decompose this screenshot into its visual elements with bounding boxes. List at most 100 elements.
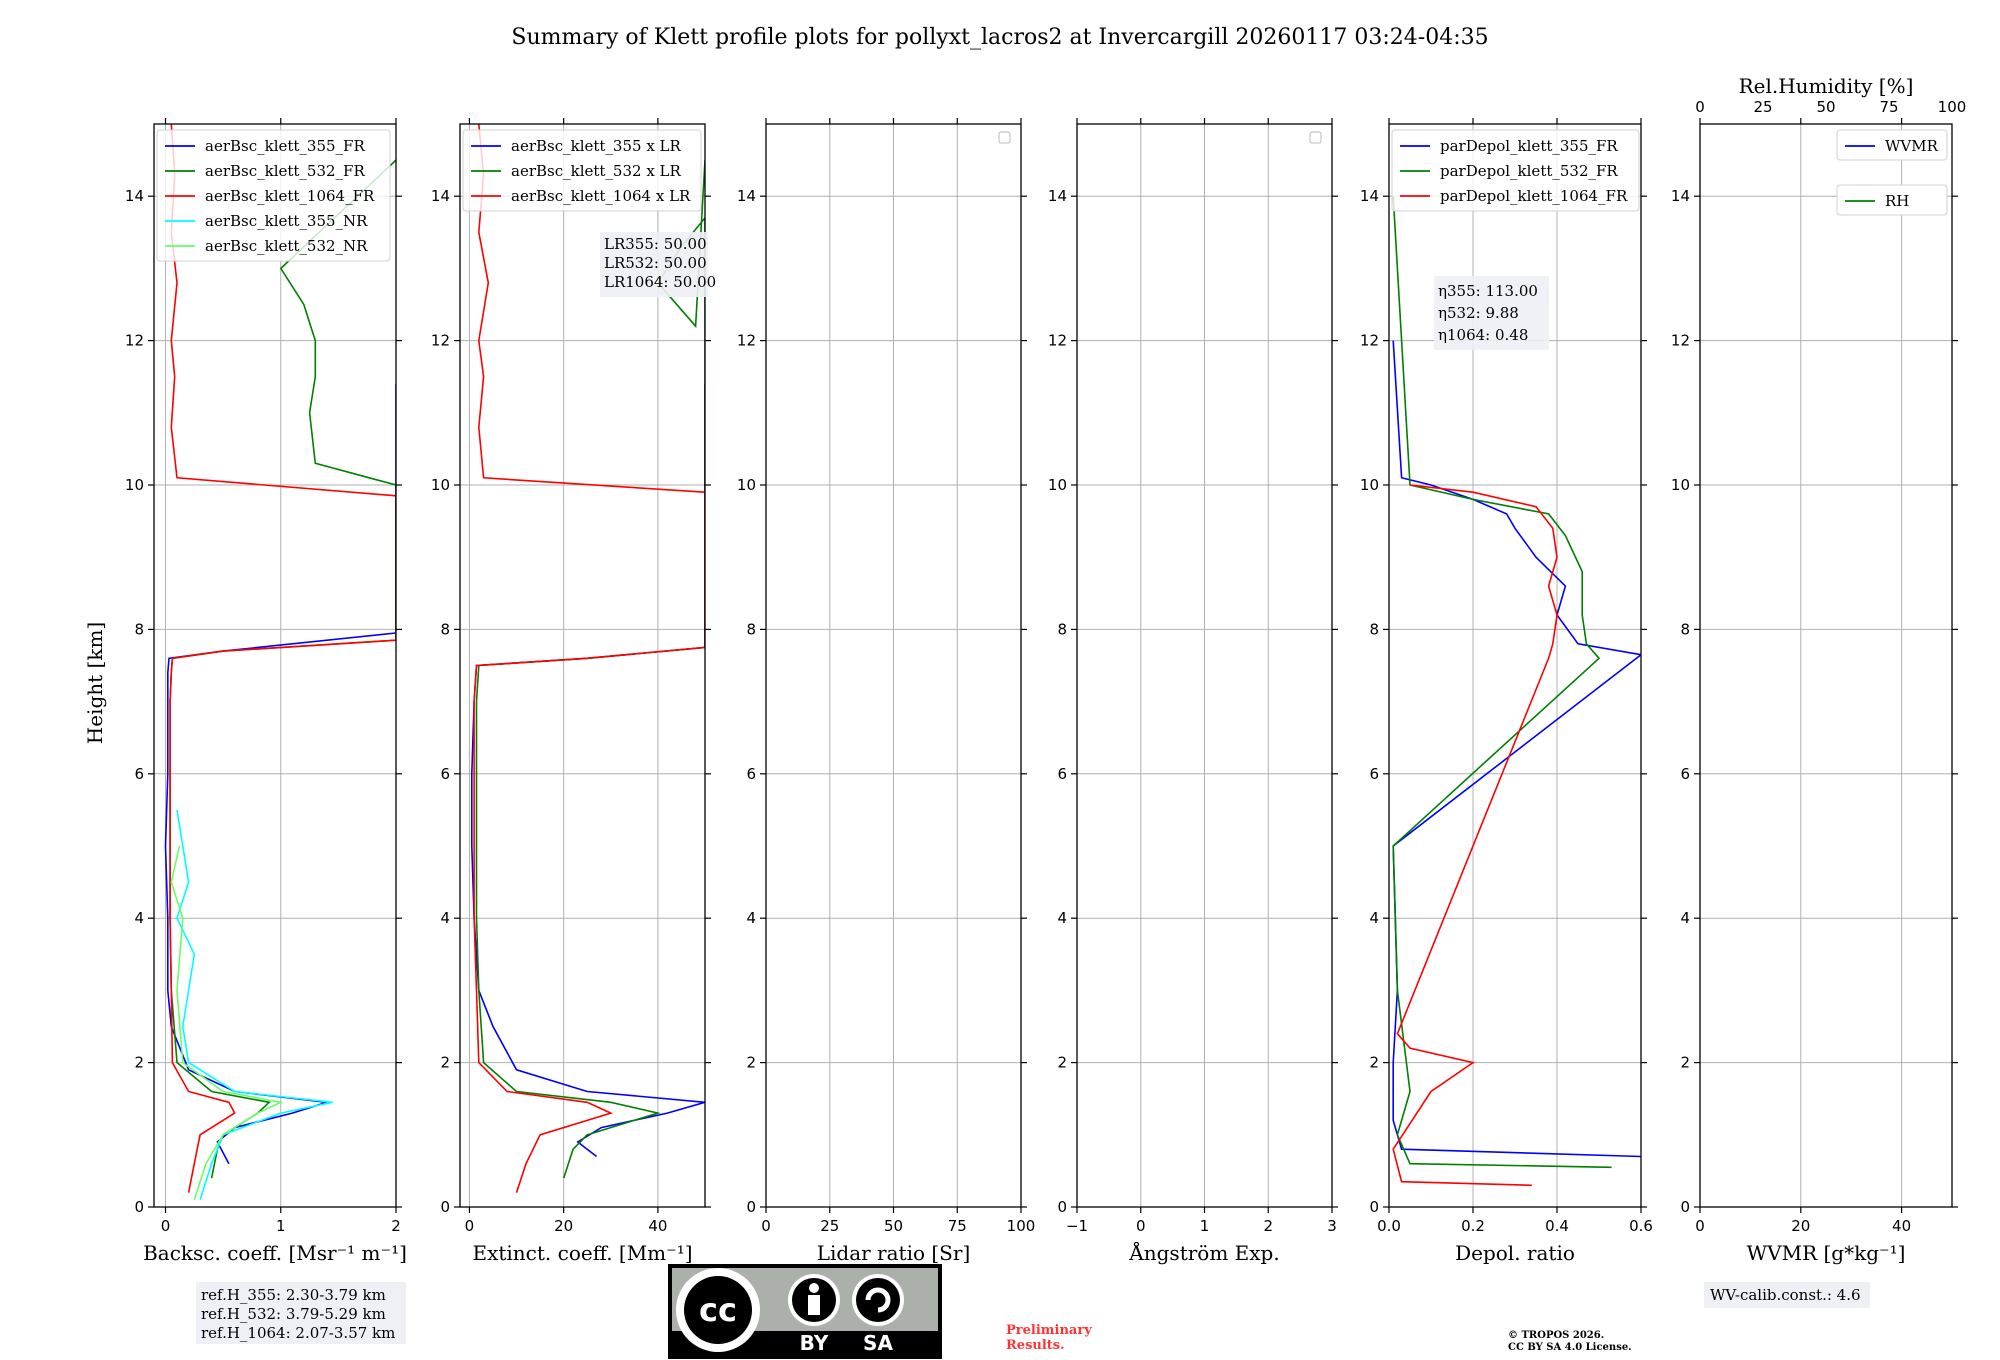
- by-person-body: [808, 1295, 820, 1315]
- ytick-label: 4: [440, 909, 450, 927]
- legend-entry: WVMR: [1885, 137, 1939, 155]
- refh-532: ref.H_532: 3.79-5.29 km: [201, 1305, 386, 1323]
- ytick-label: 8: [1680, 620, 1690, 638]
- ytick-label: 10: [431, 476, 450, 494]
- ytick-label: 2: [440, 1054, 450, 1072]
- ytick-label: 4: [1057, 909, 1067, 927]
- ytick-label: 6: [746, 765, 756, 783]
- x-axis-label: Extinct. coeff. [Mm⁻¹]: [472, 1241, 692, 1265]
- sa-share-icon: [856, 1278, 900, 1322]
- ytick-label: 10: [125, 476, 144, 494]
- legend-entry: aerBsc_klett_355_NR: [205, 212, 368, 230]
- xtick-label: 1: [1200, 1217, 1210, 1235]
- legend-box: [156, 129, 391, 262]
- ytick-label: 8: [1369, 620, 1379, 638]
- ytick-label: 8: [1057, 620, 1067, 638]
- refh-355: ref.H_355: 2.30-3.79 km: [201, 1286, 386, 1304]
- xtick-label: 20: [554, 1217, 573, 1235]
- wv-calib-text: WV-calib.const.: 4.6: [1710, 1286, 1861, 1304]
- ytick-label: 4: [1680, 909, 1690, 927]
- series-line-3: [169, 124, 396, 1193]
- ytick-label: 12: [737, 332, 756, 350]
- ytick-label: 10: [1048, 476, 1067, 494]
- legend-box: [462, 129, 702, 212]
- x-axis-label: Ångström Exp.: [1128, 1240, 1279, 1265]
- ytick-label: 2: [1057, 1054, 1067, 1072]
- xtick-label: 0: [761, 1217, 771, 1235]
- xtick-label: 75: [948, 1217, 967, 1235]
- y-axis-label: Height [km]: [83, 622, 107, 744]
- legend-entry: parDepol_klett_532_FR: [1440, 162, 1618, 180]
- xtick-label: 0.0: [1377, 1217, 1401, 1235]
- xtick-label: 0.6: [1629, 1217, 1653, 1235]
- annotation-box: [1434, 276, 1549, 350]
- series-line-3: [1392, 484, 1558, 1187]
- xtick-label: 0.4: [1545, 1217, 1569, 1235]
- legend-entry: aerBsc_klett_1064 x LR: [511, 187, 691, 205]
- series-line-2: [1392, 196, 1612, 1169]
- annotation-box: [600, 232, 708, 297]
- x2tick-label: 100: [1938, 98, 1967, 116]
- ytick-label: 10: [737, 476, 756, 494]
- annotation-text: LR1064: 50.00: [604, 273, 716, 291]
- ytick-label: 0: [1369, 1198, 1379, 1216]
- legend-entry: parDepol_klett_355_FR: [1440, 137, 1618, 155]
- series-line-1: [1392, 340, 1641, 1158]
- cc-circle-icon: [684, 1276, 752, 1344]
- xtick-label: 40: [1892, 1217, 1911, 1235]
- ytick-label: 10: [1671, 476, 1690, 494]
- wv-calib-box: WV-calib.const.: 4.6: [1704, 1282, 1870, 1308]
- ytick-label: 12: [1360, 332, 1379, 350]
- copyright-line2: CC BY SA 4.0 License.: [1508, 1342, 1632, 1353]
- axes-frame: [459, 123, 706, 1208]
- legend-box: [1836, 129, 1948, 161]
- annotation-text: η355: 113.00: [1438, 282, 1538, 300]
- xtick-label: 0: [161, 1217, 171, 1235]
- ytick-label: 0: [746, 1198, 756, 1216]
- xtick-label: 0.2: [1461, 1217, 1485, 1235]
- ytick-label: 2: [1369, 1054, 1379, 1072]
- ytick-label: 4: [1369, 909, 1379, 927]
- ytick-label: 6: [1680, 765, 1690, 783]
- xtick-label: 1: [276, 1217, 286, 1235]
- preliminary-line2: Results.: [1006, 1338, 1065, 1353]
- ytick-label: 6: [134, 765, 144, 783]
- cc-license-badge: cc BY SA: [668, 1264, 942, 1359]
- axes-frame: [1388, 123, 1642, 1208]
- x-axis-label: Depol. ratio: [1455, 1241, 1575, 1265]
- annotation-text: LR355: 50.00: [604, 235, 707, 253]
- ytick-label: 6: [1057, 765, 1067, 783]
- ytick-label: 12: [431, 332, 450, 350]
- ytick-label: 2: [1680, 1054, 1690, 1072]
- refh-box-bg: [196, 1282, 406, 1344]
- xtick-label: 0: [465, 1217, 475, 1235]
- copyright-line1: © TROPOS 2026.: [1508, 1330, 1604, 1341]
- refh-1064: ref.H_1064: 2.07-3.57 km: [201, 1324, 395, 1342]
- empty-legend-box: [998, 131, 1011, 144]
- series-line-2: [475, 160, 705, 1179]
- xtick-label: 2: [391, 1217, 401, 1235]
- ytick-label: 0: [134, 1198, 144, 1216]
- legend-entry: aerBsc_klett_532 x LR: [511, 162, 682, 180]
- x2tick-label: 0: [1695, 98, 1705, 116]
- wv-calib-bg: [1704, 1282, 1870, 1308]
- xtick-label: 20: [1791, 1217, 1810, 1235]
- panel-6: 0 2 4 6 8 10 12 14 0 20 40 WVMR [g*kg⁻¹] Rel.Humidit…: [1671, 74, 1966, 1265]
- panel-3: 0 2 4 6 8 10 12 14 0 25 50 75 100 Lidar ratio [Sr]: [737, 118, 1035, 1265]
- sa-arrow-arc: [865, 1287, 891, 1313]
- legend-entry: aerBsc_klett_532_NR: [205, 237, 368, 255]
- ytick-label: 6: [440, 765, 450, 783]
- ytick-label: 4: [746, 909, 756, 927]
- xtick-label: 3: [1327, 1217, 1337, 1235]
- legend-box: [1836, 184, 1948, 216]
- ytick-label: 0: [1057, 1198, 1067, 1216]
- annotation-text: η532: 9.88: [1438, 304, 1519, 322]
- ytick-label: 14: [1360, 187, 1379, 205]
- xtick-label: 40: [648, 1217, 667, 1235]
- ytick-label: 0: [440, 1198, 450, 1216]
- panel-5: 0 2 4 6 8 10 12 14 0.0 0.2 0.4 0.6 Depol. ratio parDe…: [1360, 118, 1653, 1265]
- xtick-label: 25: [820, 1217, 839, 1235]
- ytick-label: 12: [1048, 332, 1067, 350]
